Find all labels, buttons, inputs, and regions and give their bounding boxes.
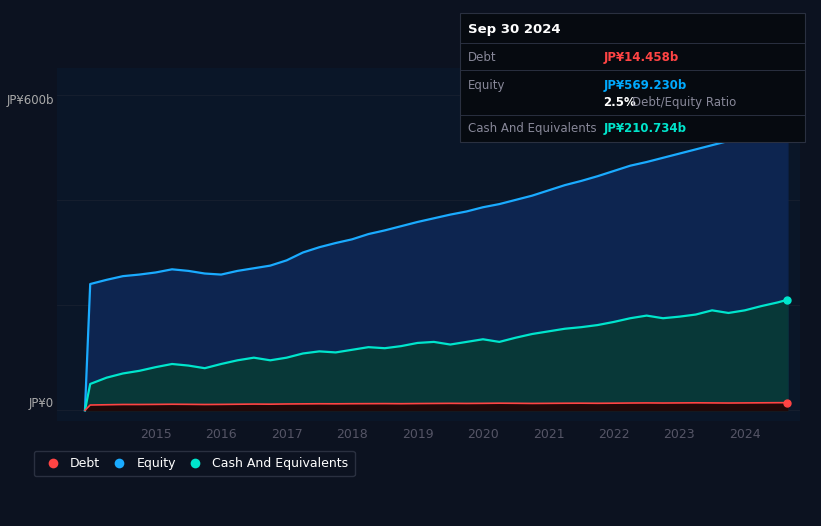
Text: 2.5%: 2.5% xyxy=(603,96,636,109)
Text: JP¥0: JP¥0 xyxy=(29,397,53,410)
Legend: Debt, Equity, Cash And Equivalents: Debt, Equity, Cash And Equivalents xyxy=(34,451,355,476)
Text: Equity: Equity xyxy=(468,79,506,92)
Text: JP¥210.734b: JP¥210.734b xyxy=(603,122,686,135)
Text: JP¥600b: JP¥600b xyxy=(7,94,53,107)
Text: Debt: Debt xyxy=(468,51,497,64)
Text: Debt/Equity Ratio: Debt/Equity Ratio xyxy=(632,96,736,109)
Text: Sep 30 2024: Sep 30 2024 xyxy=(468,23,561,36)
Text: JP¥14.458b: JP¥14.458b xyxy=(603,51,679,64)
Text: JP¥569.230b: JP¥569.230b xyxy=(603,79,686,92)
Text: Cash And Equivalents: Cash And Equivalents xyxy=(468,122,597,135)
